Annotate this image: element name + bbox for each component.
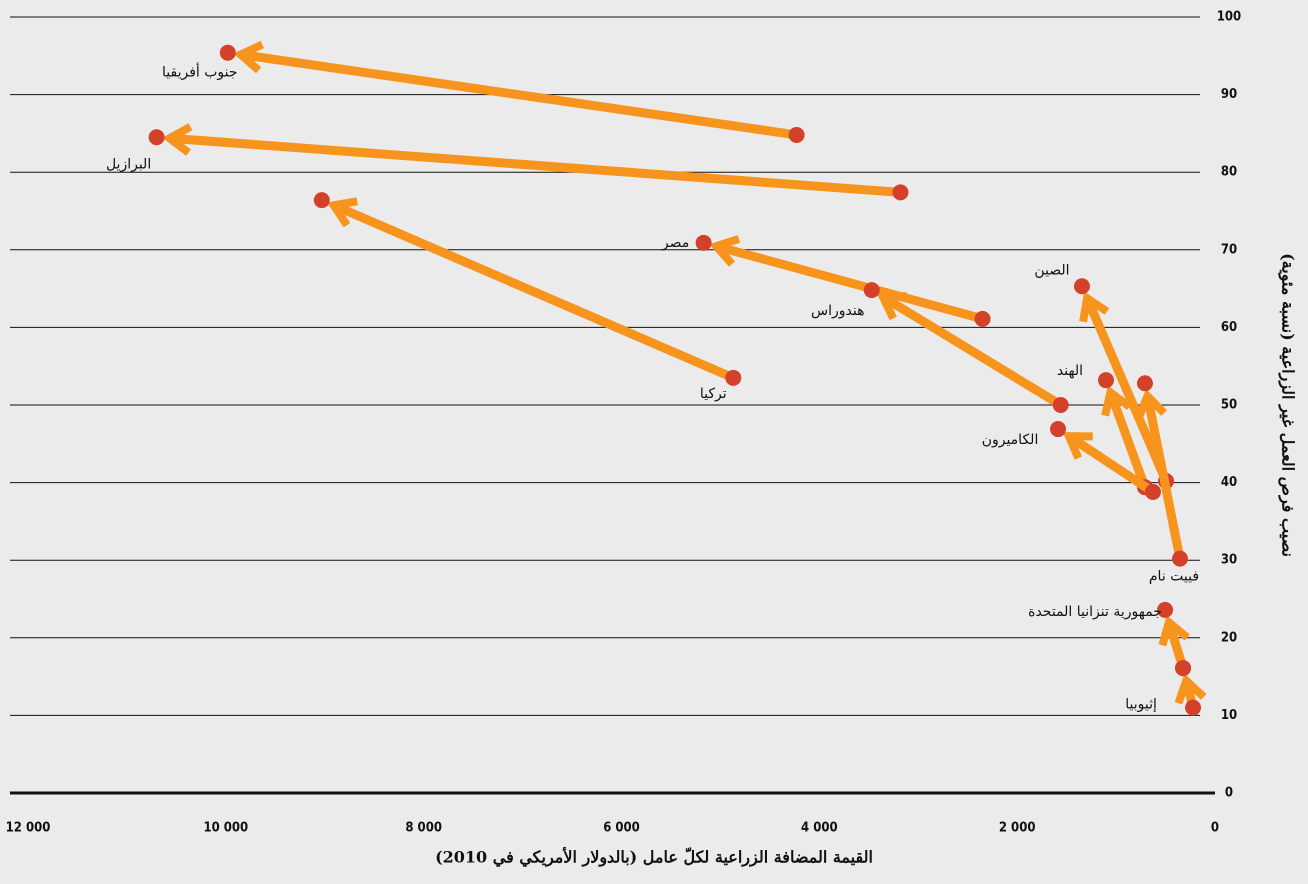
arrow-shaft: [173, 134, 901, 197]
country-label: هندوراس: [811, 303, 864, 319]
y-tick-label: 60: [1221, 320, 1237, 335]
arrow-shaft: [718, 242, 984, 324]
arrow-head: [326, 197, 358, 228]
arrow-shaft: [883, 295, 1064, 409]
arrow-head: [709, 235, 741, 267]
arrow-shaft: [335, 202, 736, 382]
data-point: [974, 310, 991, 327]
arrow-head: [876, 292, 907, 321]
country-label: تركيا: [700, 386, 727, 402]
arrow-shaft: [1084, 300, 1171, 483]
country-label: البرازيل: [106, 156, 151, 172]
data-point: [1171, 550, 1188, 567]
x-tick-label: 12 000: [6, 821, 51, 836]
y-tick-label: 30: [1221, 553, 1237, 568]
arrow-head: [233, 40, 265, 74]
y-tick-label: 70: [1221, 242, 1237, 257]
data-point: [892, 184, 909, 201]
country-label: الصين: [1034, 262, 1069, 278]
data-point: [1097, 372, 1114, 389]
arrow-head: [1174, 673, 1207, 705]
y-tick-label: 80: [1221, 165, 1237, 180]
y-tick-label: 100: [1217, 10, 1241, 25]
data-point: [1144, 483, 1161, 500]
y-tick-label: 0: [1225, 786, 1233, 801]
x-tick-label: 2 000: [999, 821, 1036, 836]
data-point: [219, 44, 236, 61]
x-axis-label: القيمة المضافة الزراعية لكلّ عامل (بالدو…: [435, 847, 873, 868]
data-point: [313, 192, 330, 209]
arrow-head: [162, 123, 193, 156]
x-tick-label: 4 000: [801, 821, 838, 836]
country-label: جنوب أفريقيا: [162, 63, 238, 81]
arrow-shaft: [1069, 434, 1156, 496]
x-tick-label: 0: [1211, 821, 1219, 836]
y-tick-label: 90: [1221, 87, 1237, 102]
data-point: [863, 282, 880, 299]
data-point: [695, 234, 712, 251]
arrow-head: [1079, 291, 1110, 323]
data-point: [1073, 278, 1090, 295]
country-label: فييت نام: [1149, 569, 1199, 585]
data-point: [148, 129, 165, 146]
data-point: [1175, 660, 1192, 677]
country-label: مصر: [661, 235, 689, 251]
arrow-head: [1101, 385, 1132, 417]
x-tick-label: 10 000: [203, 821, 248, 836]
y-tick-label: 40: [1221, 475, 1237, 490]
y-axis-label: نصيب فرص العمل غير الزراعية (نسبة مئوية): [1278, 253, 1298, 557]
y-tick-label: 10: [1221, 708, 1237, 723]
x-tick-label: 6 000: [603, 821, 640, 836]
data-point: [1136, 375, 1153, 392]
country-label: جمهورية تنزانيا المتحدة: [1028, 604, 1162, 620]
country-label: الكاميرون: [982, 432, 1039, 448]
x-tick-label: 8 000: [405, 821, 442, 836]
data-point: [1157, 601, 1174, 618]
arrow-head: [1158, 615, 1190, 647]
y-tick-label: 20: [1221, 630, 1237, 645]
data-point: [1052, 397, 1069, 413]
data-point: [1050, 421, 1067, 438]
data-point: [788, 126, 805, 143]
data-point: [1185, 699, 1202, 716]
arrow-head: [1062, 432, 1093, 460]
arrow-head: [1134, 388, 1168, 420]
y-tick-label: 50: [1221, 398, 1237, 413]
arrow-shaft: [243, 50, 798, 140]
arrow-shaft: [1143, 399, 1185, 560]
country-label: إثيوبيا: [1125, 697, 1157, 713]
arrow-shaft: [1107, 394, 1150, 489]
data-point: [725, 369, 742, 386]
country-label: الهند: [1057, 363, 1083, 379]
